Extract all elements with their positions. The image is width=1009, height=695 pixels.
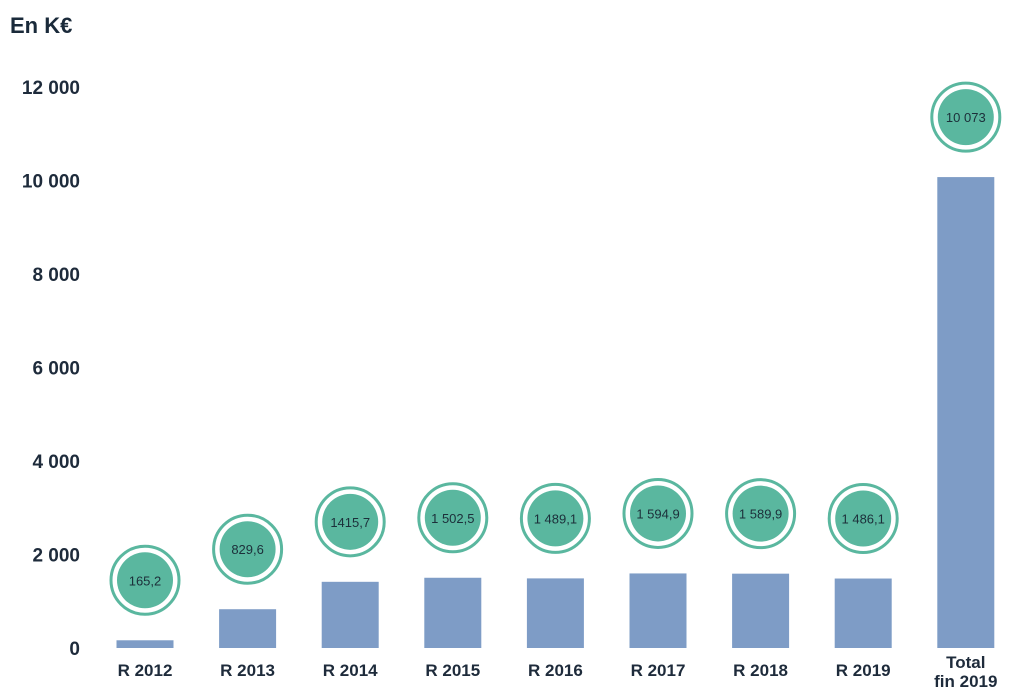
data-label: 1 486,1 bbox=[842, 512, 885, 527]
unit-label: En K€ bbox=[10, 13, 72, 38]
data-label: 10 073 bbox=[946, 110, 986, 125]
badge-circle bbox=[835, 490, 892, 547]
bar bbox=[219, 609, 277, 648]
x-tick-label: R 2019 bbox=[836, 661, 891, 680]
bar bbox=[629, 573, 687, 648]
y-tick-label: 10 000 bbox=[22, 172, 80, 193]
x-axis-ticks: R 2012 R 2013 R 2014 R 2015 R 2016 R 2017 R 20… bbox=[118, 653, 998, 691]
x-tick-label: R 2014 bbox=[323, 661, 378, 680]
y-tick-label: 0 bbox=[69, 639, 80, 660]
badge-circle bbox=[117, 552, 173, 609]
badge-circle bbox=[424, 489, 481, 546]
badge-circle bbox=[937, 89, 994, 146]
data-label: 165,2 bbox=[129, 573, 162, 588]
value-badge: 10 073 bbox=[930, 81, 1002, 153]
y-tick-label: 2 000 bbox=[32, 546, 80, 567]
badge-circle bbox=[527, 490, 584, 547]
x-tick-label: R 2016 bbox=[528, 661, 583, 680]
badge-circle bbox=[732, 485, 789, 542]
value-badge: 1 502,5 bbox=[417, 482, 489, 554]
data-label: 1415,7 bbox=[330, 515, 370, 530]
data-label: 829,6 bbox=[231, 542, 264, 557]
bar bbox=[116, 640, 174, 648]
x-tick-label: R 2017 bbox=[631, 661, 686, 680]
data-label: 1 489,1 bbox=[534, 511, 577, 526]
value-badge: 1415,7 bbox=[314, 486, 386, 558]
bar bbox=[321, 581, 379, 648]
data-label: 1 594,9 bbox=[636, 506, 679, 521]
y-axis-ticks: 0 2 000 4 000 6 000 8 000 10 000 12 000 bbox=[22, 78, 80, 660]
x-tick-label: R 2012 bbox=[118, 661, 173, 680]
bar bbox=[937, 177, 995, 648]
x-tick-label: R 2015 bbox=[425, 661, 480, 680]
bar bbox=[424, 577, 482, 648]
y-tick-label: 4 000 bbox=[32, 452, 80, 473]
bar bbox=[834, 578, 892, 648]
badge-circle bbox=[630, 485, 686, 542]
value-badge: 1 486,1 bbox=[827, 483, 899, 555]
badge-circle bbox=[219, 521, 276, 578]
value-badges: 165,2 829,6 1415,7 1 502,5 1 489,1 1 594,9 1 5… bbox=[109, 81, 1002, 616]
value-badge: 1 589,9 bbox=[725, 478, 797, 550]
x-tick-label: R 2018 bbox=[733, 661, 788, 680]
data-label: 1 589,9 bbox=[739, 507, 782, 522]
y-tick-label: 6 000 bbox=[32, 359, 80, 380]
value-badge: 165,2 bbox=[109, 544, 181, 616]
bar bbox=[526, 578, 584, 648]
bar bbox=[732, 573, 790, 648]
value-badge: 1 489,1 bbox=[519, 482, 591, 554]
x-tick-label: R 2013 bbox=[220, 661, 275, 680]
value-badge: 829,6 bbox=[212, 513, 284, 585]
data-label: 1 502,5 bbox=[431, 511, 474, 526]
x-tick-label: Total fin 2019 bbox=[934, 653, 997, 691]
y-tick-label: 8 000 bbox=[32, 265, 80, 286]
bars bbox=[116, 177, 995, 648]
value-badge: 1 594,9 bbox=[622, 477, 694, 549]
badge-circle bbox=[322, 493, 379, 550]
y-tick-label: 12 000 bbox=[22, 78, 80, 99]
